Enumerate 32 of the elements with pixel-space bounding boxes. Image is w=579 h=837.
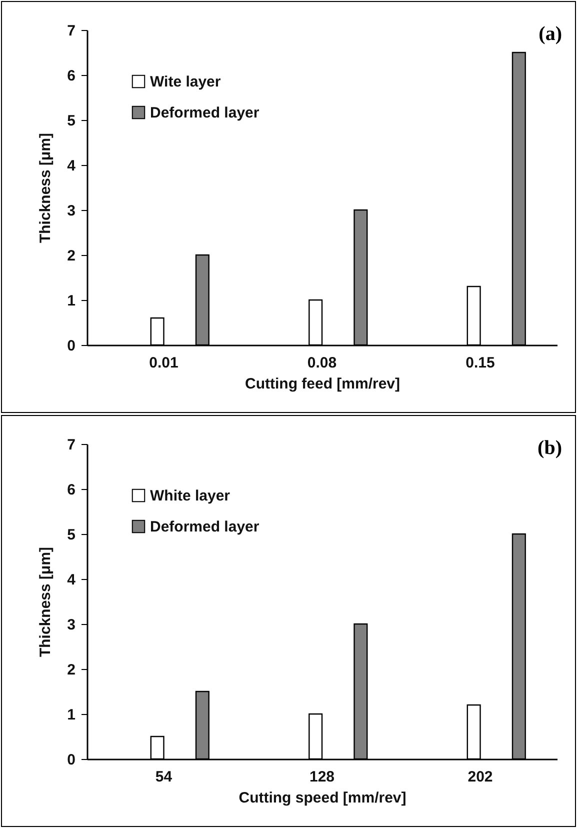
- x-axis-title: Cutting feed [mm/rev]: [244, 376, 400, 392]
- x-tick-label: 202: [468, 768, 493, 786]
- y-tick-label: 1: [67, 706, 76, 724]
- y-tick-label: 6: [67, 482, 76, 498]
- legend-label: Deformed layer: [150, 518, 260, 536]
- x-tick-label: 0.08: [307, 354, 337, 372]
- annotation: (a): [538, 23, 562, 45]
- y-tick-label: 4: [67, 158, 76, 174]
- legend-label: White layer: [150, 488, 230, 504]
- legend-label: Deformed layer: [150, 104, 260, 122]
- legend-label: Wite layer: [150, 74, 221, 90]
- y-tick-label: 2: [67, 248, 76, 264]
- x-tick-label: 54: [155, 768, 173, 786]
- annotation: (b): [538, 437, 562, 459]
- y-tick-label: 4: [67, 572, 76, 588]
- y-tick-label: 3: [67, 616, 76, 634]
- x-axis-title: Cutting speed [mm/rev]: [238, 790, 406, 806]
- x-tick-label: 0.15: [466, 354, 495, 372]
- y-tick-label: 1: [67, 292, 76, 310]
- y-tick-label: 3: [67, 202, 76, 220]
- y-tick-label: 5: [67, 526, 76, 544]
- y-tick-label: 6: [67, 68, 76, 84]
- y-tick-label: 2: [67, 662, 76, 678]
- y-tick-label: 0: [67, 338, 76, 354]
- y-axis-title: Thickness [μm]: [37, 132, 54, 244]
- x-tick-label: 128: [309, 768, 335, 786]
- y-tick-label: 0: [67, 752, 76, 768]
- y-axis-title: Thickness [μm]: [37, 546, 54, 658]
- y-tick-label: 7: [67, 436, 76, 454]
- x-tick-label: 0.01: [149, 354, 178, 372]
- y-tick-label: 7: [67, 22, 76, 40]
- y-tick-label: 5: [67, 112, 76, 130]
